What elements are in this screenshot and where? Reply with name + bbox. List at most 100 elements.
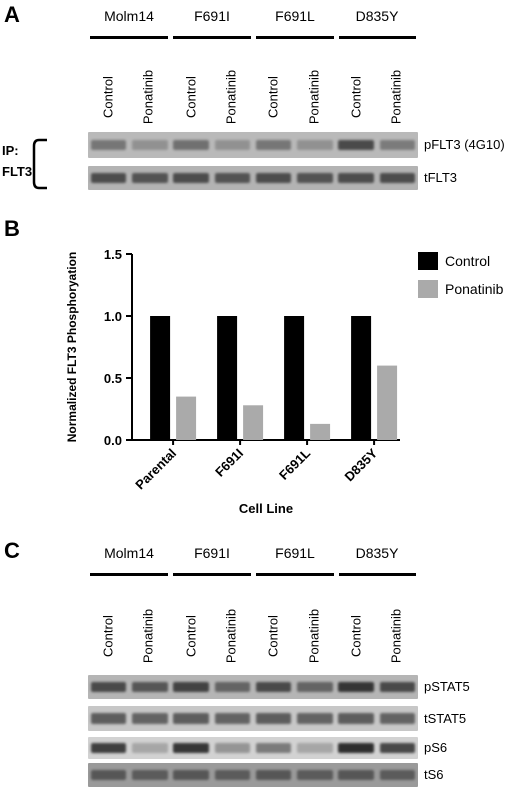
x-tick-label: D835Y [341,445,380,484]
legend-label-control: Control [445,253,490,269]
blot-band [255,713,292,724]
panel-c-group-rule-2 [173,573,251,576]
panel-c-lane-label-6: Ponatinib [306,608,322,664]
tflt3-blot-label: tFLT3 [424,170,457,185]
blot-band [255,681,292,693]
blot-band [255,172,292,184]
panel-c-lane-label-7: Control [348,615,364,657]
blot-band [379,743,416,753]
blot-band [379,769,416,781]
panel-a-group-label-2: F691I [194,8,230,24]
blot-band [214,769,251,781]
blot-band [297,681,333,693]
blot-band [90,769,127,781]
panel-c-lane-label-4: Ponatinib [223,608,239,664]
bar-ponatinib [176,396,197,440]
blot-band [255,769,292,781]
blot-band [338,681,374,693]
blot-band [379,681,416,693]
legend-swatch-ponatinib [418,280,438,298]
blot-band [214,139,251,151]
panel-a-group-label-1: Molm14 [104,8,154,24]
blot-band [338,743,374,753]
blot-band [173,769,209,781]
x-tick-label: F691L [276,445,313,482]
bar-control [150,316,171,440]
y-tick-label: 0.5 [104,371,122,386]
ts6-blot-label: tS6 [424,767,444,782]
blot-band [297,743,333,753]
panel-a-lane-label-5: Control [265,76,281,118]
blot-band [214,681,251,693]
pflt3-blot [88,132,418,158]
tflt3-blot [88,166,418,190]
blot-band [297,139,333,151]
blot-band [379,139,416,151]
panel-c-lane-label-5: Control [265,615,281,657]
panel-b-letter: B [4,216,20,241]
panel-c-lane-label-1: Control [100,615,116,657]
blot-band [173,743,209,753]
blot-band [338,172,374,184]
blot-band [379,172,416,184]
blot-band [255,743,292,753]
x-tick-label: F691I [212,446,246,480]
blot-band [132,172,168,184]
blot-band [297,172,333,184]
y-tick-label: 1.5 [104,247,122,262]
legend-label-ponatinib: Ponatinib [445,281,504,297]
panel-a-group-rule-1 [90,36,168,39]
panel-a-letter: A [4,2,20,27]
blot-band [173,139,209,151]
blot-band [255,139,292,151]
ip-label-line2: FLT3 [2,164,33,179]
blot-band [338,769,374,781]
x-axis-label: Cell Line [239,501,293,516]
bar-ponatinib [377,365,398,440]
blot-band [173,713,209,724]
blot-band [214,172,251,184]
panel-c-lane-label-3: Control [183,615,199,657]
panel-a-lane-label-2: Ponatinib [140,69,156,125]
panel-a-group-rule-4 [339,36,416,39]
panel-a-group-rule-2 [173,36,251,39]
tstat5-blot [88,706,418,731]
panel-c-group-rule-4 [339,573,416,576]
panel-c-group-label-2: F691I [194,545,230,561]
ps6-blot-label: pS6 [424,740,448,755]
pflt3-blot-label: pFLT3 (4G10) [424,137,505,152]
panel-a-lane-label-3: Control [183,76,199,118]
blot-band [173,172,209,184]
ip-label: IP: FLT3 [2,140,32,182]
x-tick-label: Parental [132,446,179,493]
y-axis-label: Normalized FLT3 Phosphoryation [65,252,79,442]
blot-band [132,713,168,724]
legend-swatch-control [418,252,438,270]
bar-control [217,316,238,440]
panel-a-group-label-4: D835Y [355,8,399,24]
panel-c-group-label-3: F691L [275,545,315,561]
panel-a-lane-label-7: Control [348,76,364,118]
blot-band [132,743,168,753]
panel-c-letter: C [4,538,20,563]
ps6-blot [88,737,418,759]
tstat5-blot-label: tSTAT5 [424,711,467,726]
blot-band [214,713,251,724]
panel-a-lane-label-6: Ponatinib [306,69,322,125]
blot-band [90,713,127,724]
blot-band [338,139,374,151]
bar-control [284,316,305,440]
ip-bracket [32,138,47,190]
panel-c-lane-label-2: Ponatinib [140,608,156,664]
pstat5-blot [88,675,418,699]
blot-band [338,713,374,724]
bar-ponatinib [243,405,264,440]
panel-c-group-label-1: Molm14 [104,545,154,561]
blot-band [132,139,168,151]
blot-band [132,769,168,781]
blot-band [379,713,416,724]
blot-band [90,172,127,184]
pstat5-blot-label: pSTAT5 [424,679,470,694]
blot-band [297,713,333,724]
blot-band [90,743,127,753]
